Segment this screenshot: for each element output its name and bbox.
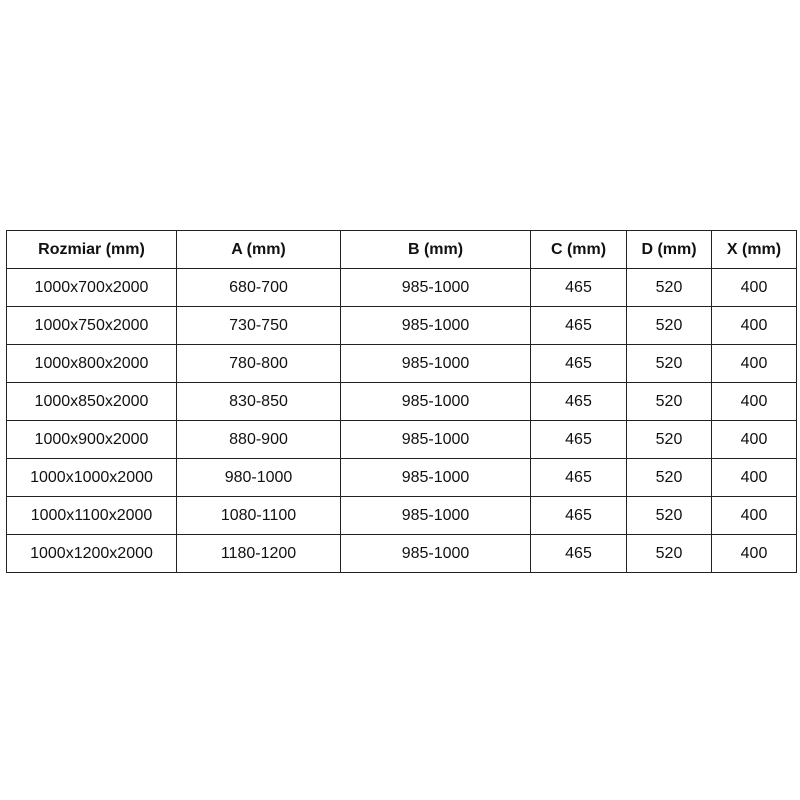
cell-b: 985-1000	[340, 534, 531, 573]
cell-d: 520	[626, 382, 712, 421]
cell-x: 400	[711, 306, 797, 345]
cell-b: 985-1000	[340, 420, 531, 459]
cell-size: 1000x750x2000	[6, 306, 177, 345]
cell-c: 465	[530, 420, 627, 459]
cell-c: 465	[530, 496, 627, 535]
cell-a: 1080-1100	[176, 496, 341, 535]
cell-b: 985-1000	[340, 496, 531, 535]
cell-d: 520	[626, 344, 712, 383]
cell-a: 1180-1200	[176, 534, 341, 573]
cell-x: 400	[711, 496, 797, 535]
cell-a: 880-900	[176, 420, 341, 459]
cell-b: 985-1000	[340, 306, 531, 345]
table-row: 1000x850x2000 830-850 985-1000 465 520 400	[6, 382, 797, 421]
cell-x: 400	[711, 420, 797, 459]
table-row: 1000x1100x2000 1080-1100 985-1000 465 520 400	[6, 496, 797, 535]
dimensions-table: Rozmiar (mm) A (mm) B (mm) C (mm) D (mm) X (m…	[6, 230, 797, 573]
cell-b: 985-1000	[340, 458, 531, 497]
column-header-d: D (mm)	[626, 230, 712, 269]
table-row: 1000x900x2000 880-900 985-1000 465 520 400	[6, 420, 797, 459]
cell-size: 1000x1200x2000	[6, 534, 177, 573]
column-header-b: B (mm)	[340, 230, 531, 269]
cell-x: 400	[711, 458, 797, 497]
cell-d: 520	[626, 306, 712, 345]
cell-size: 1000x1000x2000	[6, 458, 177, 497]
cell-size: 1000x700x2000	[6, 268, 177, 307]
table-row: 1000x800x2000 780-800 985-1000 465 520 400	[6, 344, 797, 383]
cell-d: 520	[626, 496, 712, 535]
cell-b: 985-1000	[340, 344, 531, 383]
cell-x: 400	[711, 344, 797, 383]
header-row: Rozmiar (mm) A (mm) B (mm) C (mm) D (mm) X (m…	[6, 230, 797, 269]
cell-size: 1000x800x2000	[6, 344, 177, 383]
table-row: 1000x700x2000 680-700 985-1000 465 520 400	[6, 268, 797, 307]
cell-c: 465	[530, 306, 627, 345]
cell-a: 980-1000	[176, 458, 341, 497]
cell-d: 520	[626, 268, 712, 307]
cell-x: 400	[711, 534, 797, 573]
cell-c: 465	[530, 268, 627, 307]
cell-size: 1000x850x2000	[6, 382, 177, 421]
column-header-size: Rozmiar (mm)	[6, 230, 177, 269]
cell-d: 520	[626, 458, 712, 497]
cell-d: 520	[626, 534, 712, 573]
table-row: 1000x1200x2000 1180-1200 985-1000 465 520 400	[6, 534, 797, 573]
column-header-x: X (mm)	[711, 230, 797, 269]
cell-size: 1000x1100x2000	[6, 496, 177, 535]
cell-d: 520	[626, 420, 712, 459]
cell-c: 465	[530, 382, 627, 421]
column-header-c: C (mm)	[530, 230, 627, 269]
table-row: 1000x750x2000 730-750 985-1000 465 520 400	[6, 306, 797, 345]
cell-b: 985-1000	[340, 382, 531, 421]
cell-size: 1000x900x2000	[6, 420, 177, 459]
cell-c: 465	[530, 344, 627, 383]
cell-a: 680-700	[176, 268, 341, 307]
cell-a: 780-800	[176, 344, 341, 383]
column-header-a: A (mm)	[176, 230, 341, 269]
table-row: 1000x1000x2000 980-1000 985-1000 465 520 400	[6, 458, 797, 497]
cell-a: 730-750	[176, 306, 341, 345]
cell-a: 830-850	[176, 382, 341, 421]
cell-b: 985-1000	[340, 268, 531, 307]
cell-c: 465	[530, 458, 627, 497]
cell-x: 400	[711, 268, 797, 307]
cell-c: 465	[530, 534, 627, 573]
cell-x: 400	[711, 382, 797, 421]
